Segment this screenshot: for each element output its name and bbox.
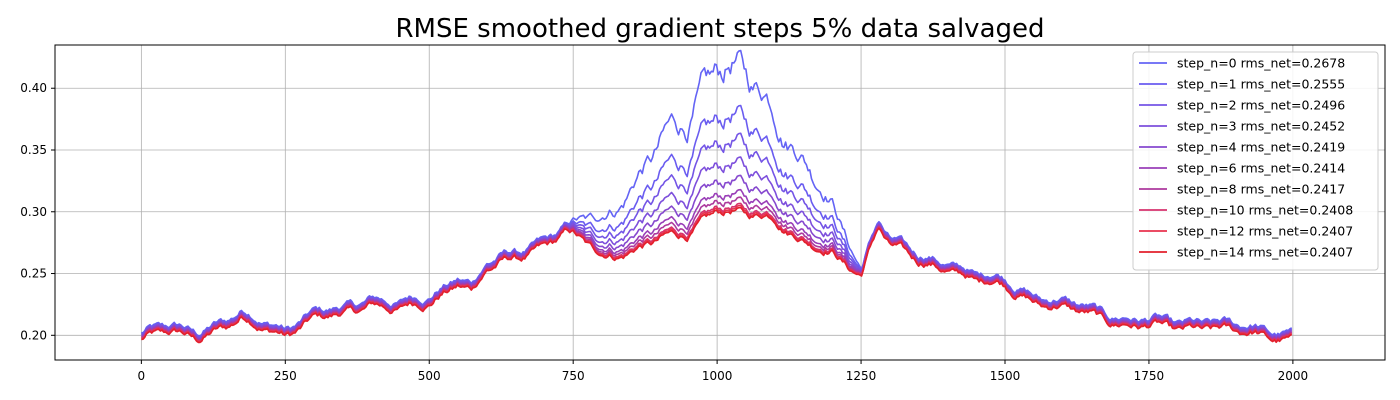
plot-frame (54, 44, 1386, 361)
x-tick-label: 250 (274, 369, 297, 383)
tick-layer: 0 250 500 750 1000 1250 1500 1750 2000 0.20 0.25 0.… (20, 81, 1308, 383)
x-tick-label: 2000 (1278, 369, 1309, 383)
legend-entry: step_n=6 rms_net=0.2414 (1177, 161, 1345, 176)
legend-entry: step_n=3 rms_net=0.2452 (1177, 119, 1345, 134)
legend-entry: step_n=4 rms_net=0.2419 (1177, 140, 1345, 155)
y-tick-label: 0.30 (20, 205, 47, 219)
legend-box (1132, 51, 1379, 271)
y-tick-label: 0.20 (20, 328, 47, 342)
series-layer (141, 49, 1293, 344)
x-tick-label: 0 (138, 369, 146, 383)
y-tick-label: 0.25 (20, 267, 47, 281)
legend-entry: step_n=0 rms_net=0.2678 (1177, 56, 1345, 71)
legend-entry: step_n=12 rms_net=0.2407 (1177, 224, 1353, 239)
legend: step_n=0 rms_net=0.2678 step_n=1 rms_net=… (1132, 51, 1379, 271)
x-tick-label: 1250 (846, 369, 877, 383)
legend-entry: step_n=1 rms_net=0.2555 (1177, 77, 1345, 92)
legend-entry: step_n=14 rms_net=0.2407 (1177, 245, 1353, 260)
chart-title: RMSE smoothed gradient steps 5% data sal… (395, 14, 1044, 44)
series-line (141, 132, 1293, 338)
legend-entry: step_n=8 rms_net=0.2417 (1177, 182, 1345, 197)
x-tick-label: 750 (562, 369, 585, 383)
series-line (141, 196, 1293, 341)
legend-entry: step_n=2 rms_net=0.2496 (1177, 98, 1345, 113)
legend-entry: step_n=10 rms_net=0.2408 (1177, 203, 1353, 218)
y-tick-label: 0.40 (20, 81, 47, 95)
x-tick-label: 1000 (702, 369, 733, 383)
series-line (141, 206, 1293, 344)
series-line (141, 104, 1293, 338)
y-tick-label: 0.35 (20, 143, 47, 157)
x-tick-label: 1750 (1134, 369, 1165, 383)
x-tick-label: 500 (418, 369, 441, 383)
x-tick-label: 1500 (990, 369, 1021, 383)
